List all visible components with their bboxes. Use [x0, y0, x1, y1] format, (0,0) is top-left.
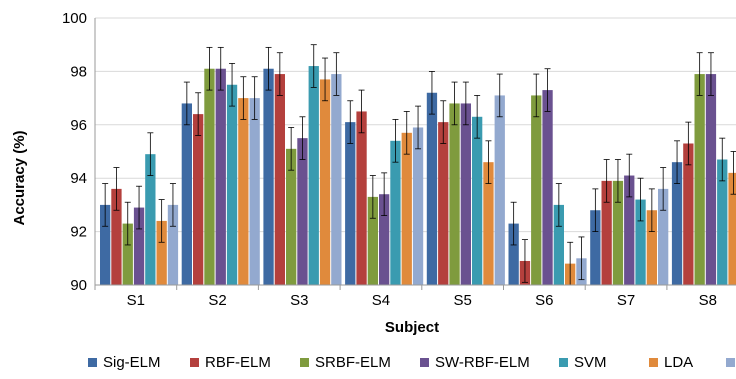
bar: [531, 95, 542, 286]
y-tick-label: 94: [70, 170, 87, 187]
bar: [145, 154, 156, 285]
bar: [379, 194, 390, 285]
bar: [601, 180, 612, 285]
x-axis-title: Subject: [385, 319, 439, 336]
y-tick-label: 98: [70, 63, 87, 80]
bar: [226, 84, 238, 285]
bar: [635, 199, 646, 285]
bar: [156, 220, 167, 285]
bar: [683, 143, 694, 285]
bar: [694, 74, 705, 285]
bar: [426, 92, 438, 285]
legend-label: SW-RBF-ELM: [435, 354, 530, 371]
bar: [249, 98, 260, 285]
bar: [401, 132, 412, 285]
y-axis-title: Accuracy (%): [11, 130, 28, 225]
bar: [122, 223, 133, 285]
legend-swatch: [190, 358, 199, 367]
bar: [612, 180, 624, 285]
bar: [590, 210, 601, 285]
legend-swatch: [300, 358, 309, 367]
bar: [705, 74, 717, 285]
legend-swatch: [420, 358, 429, 367]
bar: [215, 68, 226, 285]
bar: [412, 127, 424, 285]
bar: [297, 138, 308, 285]
legend-label: SRBF-ELM: [315, 354, 391, 371]
bar: [494, 95, 505, 286]
legend-swatch: [649, 358, 658, 367]
x-tick-label: S6: [535, 292, 553, 309]
x-tick-label: S7: [617, 292, 635, 309]
x-tick-label: S2: [208, 292, 226, 309]
bar: [308, 66, 319, 285]
bar: [181, 103, 192, 285]
bar: [390, 140, 401, 285]
bar: [274, 74, 285, 285]
bar: [111, 188, 122, 285]
bar: [728, 172, 736, 285]
bar: [553, 204, 564, 285]
bar: [204, 68, 215, 285]
bar: [472, 116, 483, 285]
legend-label: Sig-ELM: [103, 354, 161, 371]
bar: [658, 188, 669, 285]
axes: 90 92 94 96 98 100 S1 S2 S3 S4 S5 S6 S7 S8: [62, 10, 736, 309]
bars: [100, 66, 736, 286]
legend: Sig-ELMRBF-ELMSRBF-ELMSW-RBF-ELMSVMLDAkN…: [88, 354, 735, 371]
y-tick-label: 90: [70, 277, 87, 294]
bar: [717, 159, 728, 285]
legend-swatch: [88, 358, 97, 367]
bar: [167, 204, 179, 285]
bar: [438, 122, 449, 285]
error-bars: [102, 44, 736, 286]
legend-label: SVM: [574, 354, 607, 371]
bar: [331, 74, 342, 285]
x-tick-label: S8: [699, 292, 717, 309]
bar: [286, 148, 297, 285]
legend-label: LDA: [664, 354, 693, 371]
bar: [345, 122, 356, 285]
legend-swatch: [559, 358, 568, 367]
bar: [508, 223, 519, 285]
bar: [542, 90, 553, 285]
bar: [100, 204, 111, 285]
bar: [671, 162, 683, 285]
x-tick-label: S4: [372, 292, 390, 309]
bar: [367, 196, 378, 285]
bar: [460, 103, 471, 285]
legend-swatch: [726, 358, 735, 367]
bar: [483, 162, 494, 285]
y-tick-label: 96: [70, 117, 87, 134]
x-tick-label: S1: [127, 292, 145, 309]
bar: [193, 114, 204, 286]
bar: [319, 79, 331, 285]
y-tick-label: 92: [70, 224, 87, 241]
bar: [624, 175, 635, 285]
legend-label: RBF-ELM: [205, 354, 271, 371]
bar: [356, 111, 367, 285]
bar: [646, 210, 657, 285]
bar: [133, 207, 145, 285]
bar: [238, 98, 249, 285]
x-tick-label: S5: [453, 292, 471, 309]
y-tick-label: 100: [62, 10, 87, 27]
x-tick-label: S3: [290, 292, 308, 309]
bar: [449, 103, 460, 285]
bar: [263, 68, 274, 285]
